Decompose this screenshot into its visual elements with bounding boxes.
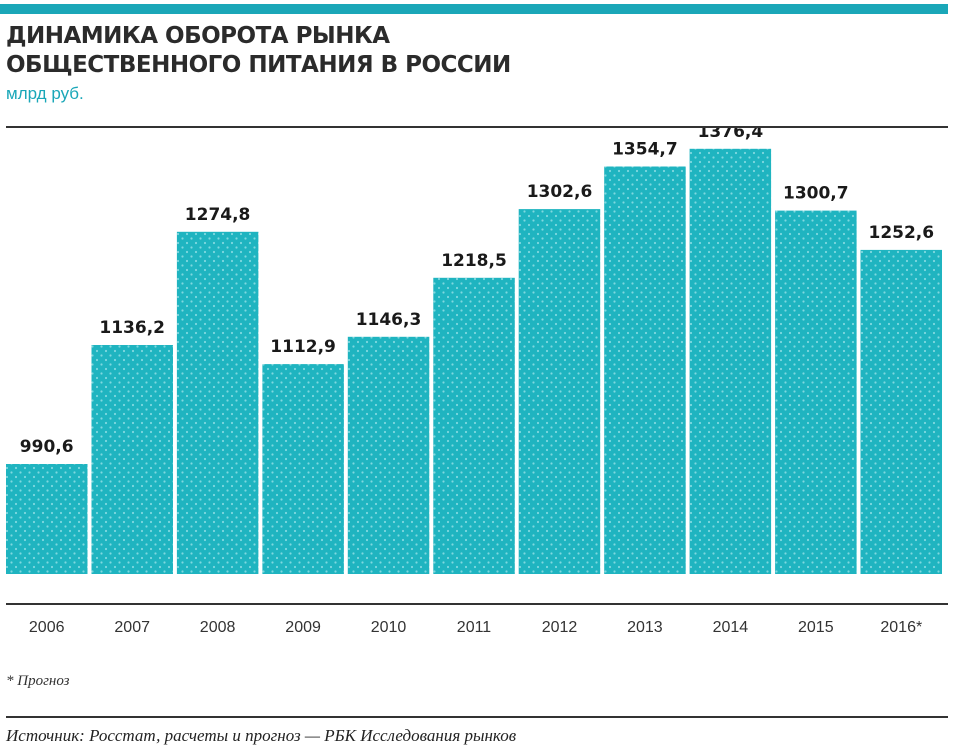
x-tick-2008: 2008 <box>200 619 236 636</box>
bar-2006 <box>6 464 88 574</box>
bar-2011 <box>433 277 515 574</box>
bottom-rule <box>6 716 948 718</box>
bar-chart: 990,6 1136,2 1274,8 1112,9 1146,3 1218,5 1302,… <box>6 128 948 636</box>
x-tick-2007: 2007 <box>114 619 150 636</box>
x-tick-2013: 2013 <box>627 619 663 636</box>
footnote: * Прогноз <box>6 673 70 689</box>
bars-group: 990,6 1136,2 1274,8 1112,9 1146,3 1218,5 1302,… <box>6 128 942 575</box>
value-label-2014: 1376,4 <box>698 128 764 142</box>
value-label-2006: 990,6 <box>20 437 74 457</box>
top-accent-bar <box>0 4 948 14</box>
bar-2009 <box>262 364 344 574</box>
bar-2015 <box>775 210 857 574</box>
value-label-2007: 1136,2 <box>99 318 165 338</box>
source-note: Источник: Росстат, расчеты и прогноз — Р… <box>6 726 517 745</box>
bar-2007 <box>91 345 173 574</box>
title-line-2: ОБЩЕСТВЕННОГО ПИТАНИЯ В РОССИИ <box>6 52 511 78</box>
x-tick-2011: 2011 <box>457 619 492 636</box>
value-label-2009: 1112,9 <box>270 337 336 357</box>
chart-title: ДИНАМИКА ОБОРОТА РЫНКА ОБЩЕСТВЕННОГО ПИТ… <box>6 22 906 80</box>
bar-2012 <box>518 209 601 574</box>
top-rule <box>6 126 948 128</box>
unit-label: млрд руб. <box>6 84 84 103</box>
bar-2016 <box>860 249 942 574</box>
bar-2014 <box>689 148 772 575</box>
value-label-2016: 1252,6 <box>868 223 934 243</box>
bar-2010 <box>347 336 430 574</box>
title-line-1: ДИНАМИКА ОБОРОТА РЫНКА <box>6 23 390 49</box>
value-label-2008: 1274,8 <box>185 205 251 225</box>
x-tick-labels: 2006 2007 2008 2009 2010 2011 2012 2013 2014 2015… <box>29 619 922 636</box>
x-tick-2016: 2016* <box>880 619 922 636</box>
value-label-2011: 1218,5 <box>441 251 507 271</box>
x-tick-2012: 2012 <box>542 619 578 636</box>
x-tick-2006: 2006 <box>29 619 65 636</box>
value-label-2010: 1146,3 <box>356 310 422 330</box>
x-tick-2014: 2014 <box>713 619 749 636</box>
x-tick-2015: 2015 <box>798 619 834 636</box>
bar-2013 <box>604 166 686 574</box>
value-label-2015: 1300,7 <box>783 184 849 204</box>
bar-2008 <box>176 231 259 575</box>
value-label-2013: 1354,7 <box>612 140 678 160</box>
x-tick-2010: 2010 <box>371 619 407 636</box>
x-tick-2009: 2009 <box>285 619 321 636</box>
value-label-2012: 1302,6 <box>527 182 593 202</box>
